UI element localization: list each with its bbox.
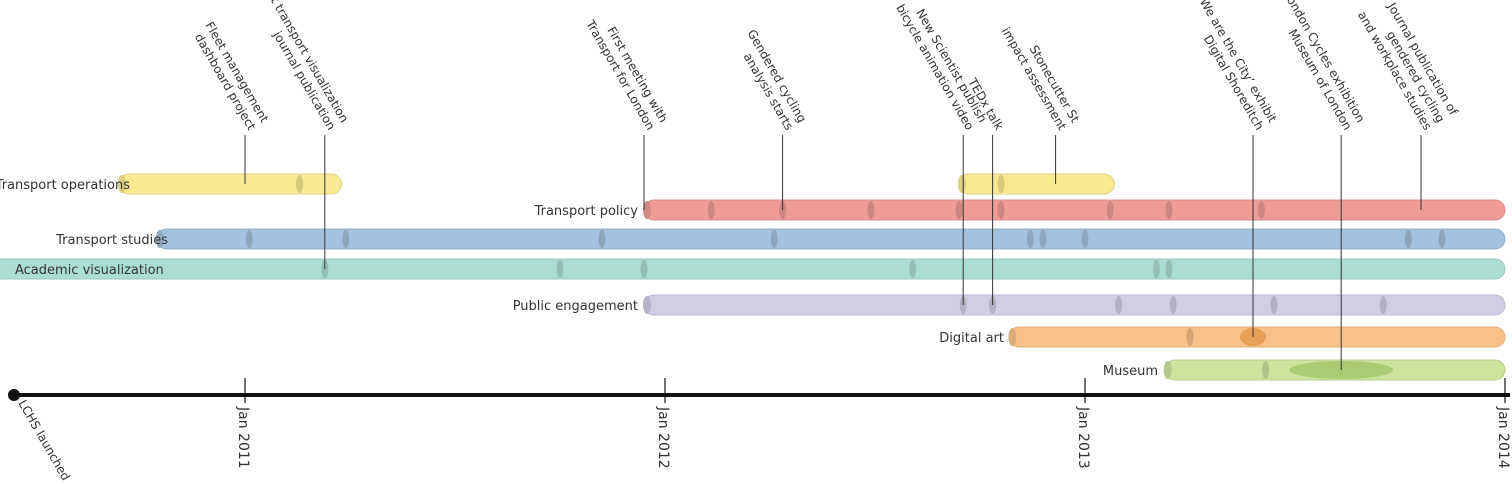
transport-studies-marker <box>770 230 778 248</box>
academic-visualization-marker <box>556 260 564 278</box>
event-label: Stonecutter Stimpact assessment <box>999 17 1082 132</box>
transport-operations-bar-cap <box>958 175 966 193</box>
axis-tick-label: Jan 2014 <box>1495 406 1511 469</box>
academic-visualization-bar <box>0 258 1506 280</box>
academic-visualization-marker <box>640 260 648 278</box>
transport-operations-label: Transport operations <box>0 178 130 193</box>
transport-studies-label: Transport studies <box>55 233 168 248</box>
transport-operations-bar <box>958 173 1115 195</box>
transport-studies-marker <box>245 230 253 248</box>
digital-art-marker <box>1186 328 1194 346</box>
museum-bar-cap <box>1163 361 1172 379</box>
transport-studies-marker <box>1039 230 1047 248</box>
axis-tick-label: Jan 2013 <box>1075 406 1091 469</box>
event-label: First meeting withTransport for London <box>583 9 671 132</box>
axis-tick-label: Jan 2011 <box>235 406 251 469</box>
transport-operations-bar-cap <box>118 175 126 193</box>
public-engagement-bar <box>643 294 1506 316</box>
transport-studies-marker <box>1081 230 1089 248</box>
event-leaders-layer <box>244 135 1422 370</box>
event-label-line: ‘We are the City’ exhibit <box>1195 0 1280 125</box>
public-engagement-marker <box>1379 296 1387 314</box>
transport-policy-marker <box>707 201 715 219</box>
transport-operations-marker <box>997 175 1005 193</box>
transport-studies-bar <box>156 228 1506 250</box>
transport-studies-bar-cap <box>155 230 164 248</box>
transport-policy-marker <box>1165 201 1173 219</box>
digital-art-label: Digital art <box>939 331 1004 346</box>
milestone-label: LCHS launched <box>15 398 72 483</box>
transport-studies-marker <box>1404 230 1412 248</box>
transport-policy-bar <box>643 199 1506 221</box>
public-engagement-marker <box>1270 296 1278 314</box>
transport-policy-label: Transport policy <box>534 204 639 219</box>
transport-policy-bar-cap <box>643 201 651 219</box>
academic-visualization-marker <box>1165 260 1173 278</box>
transport-operations-marker <box>296 175 304 193</box>
milestone-dot <box>8 389 20 401</box>
museum-marker <box>1262 361 1270 379</box>
time-axis: Jan 2011 Jan 2012 Jan 2013 Jan 2014 LCHS lau… <box>8 378 1511 483</box>
transport-studies-marker <box>598 230 606 248</box>
transport-policy-marker <box>997 201 1005 219</box>
event-label: Fleet managementdashboard project <box>189 19 271 132</box>
transport-operations-bar <box>118 173 343 195</box>
public-engagement-marker <box>1115 296 1123 314</box>
event-label: New Scientist publishbicycle animation v… <box>893 0 989 133</box>
transport-policy-marker <box>867 201 875 219</box>
axis-tick-label: Jan 2012 <box>655 406 671 469</box>
event-label: ‘We are the City’ exhibitDigital Shoredi… <box>1182 0 1280 133</box>
academic-visualization-marker <box>909 260 917 278</box>
transport-studies-marker <box>342 230 350 248</box>
academic-visualization-label: Academic visualization <box>15 263 164 278</box>
transport-policy-marker <box>955 201 963 219</box>
event-label: London Cycles exhibitionMuseum of London <box>1268 0 1368 132</box>
event-label: Journal publication ofgendered cyclingan… <box>1355 0 1461 133</box>
public-engagement-bar-cap <box>643 296 651 314</box>
digital-art-bar-cap <box>1008 328 1017 346</box>
track-bars-layer <box>0 173 1506 381</box>
public-engagement-label: Public engagement <box>513 299 638 314</box>
transport-studies-marker <box>1438 230 1446 248</box>
academic-visualization-marker <box>1152 260 1160 278</box>
transport-policy-marker <box>1106 201 1114 219</box>
event-label-line: London Cycles exhibition <box>1281 0 1368 125</box>
event-label-line: First transport visualization <box>258 0 352 125</box>
event-label: Gendered cyclinganalysis starts <box>732 27 810 132</box>
museum-label: Museum <box>1103 364 1158 379</box>
transport-studies-marker <box>1026 230 1034 248</box>
transport-policy-marker <box>1257 201 1265 219</box>
public-engagement-marker <box>1169 296 1177 314</box>
